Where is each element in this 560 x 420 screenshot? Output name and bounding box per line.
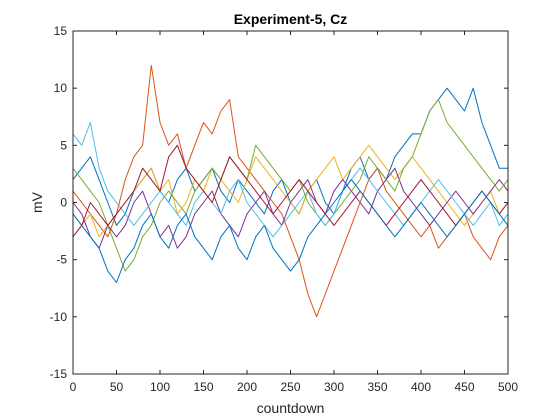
x-tick-label: 200 [237, 380, 257, 394]
y-tick-label: 15 [54, 24, 68, 38]
y-tick-label: 10 [54, 81, 68, 95]
series-line-6 [72, 122, 509, 238]
x-axis-label: countdown [257, 400, 325, 416]
y-axis-ticks: 15 10 5 0 -5 -10 -15 [50, 24, 508, 381]
series-layer [72, 64, 509, 318]
x-tick-label: 400 [411, 380, 431, 394]
x-tick-label: 350 [367, 380, 387, 394]
series-line-7 [72, 144, 509, 238]
x-tick-label: 100 [150, 380, 170, 394]
x-tick-label: 450 [454, 380, 474, 394]
y-tick-label: -10 [50, 310, 68, 324]
chart-title: Experiment-5, Cz [234, 11, 348, 27]
x-axis-ticks: 0 50 100 150 200 250 300 350 400 450 500 [70, 31, 518, 394]
series-line-8 [72, 179, 509, 283]
x-tick-label: 500 [498, 380, 518, 394]
x-tick-label: 150 [193, 380, 213, 394]
series-line-2 [72, 64, 509, 318]
y-tick-label: -15 [50, 367, 68, 381]
x-tick-label: 0 [70, 380, 77, 394]
y-axis-label: mV [29, 191, 45, 213]
y-tick-label: -5 [56, 253, 67, 267]
y-tick-label: 5 [60, 138, 67, 152]
series-line-4 [72, 167, 509, 249]
x-tick-label: 50 [110, 380, 124, 394]
x-tick-label: 250 [280, 380, 300, 394]
y-tick-label: 0 [60, 196, 67, 210]
x-tick-label: 300 [324, 380, 344, 394]
